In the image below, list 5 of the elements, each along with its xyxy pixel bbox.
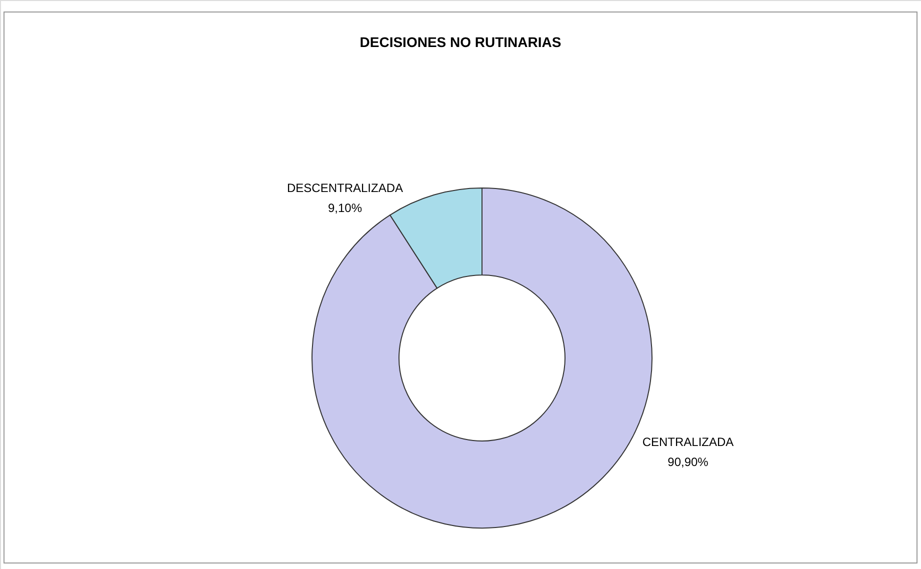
slice-label: CENTRALIZADA xyxy=(642,435,734,449)
data-label: 9,10% xyxy=(328,201,362,215)
slice-label: DESCENTRALIZADA xyxy=(286,181,404,195)
data-label: 90,90% xyxy=(668,455,709,469)
chart-title: DECISIONES NO RUTINARIAS xyxy=(360,34,562,50)
